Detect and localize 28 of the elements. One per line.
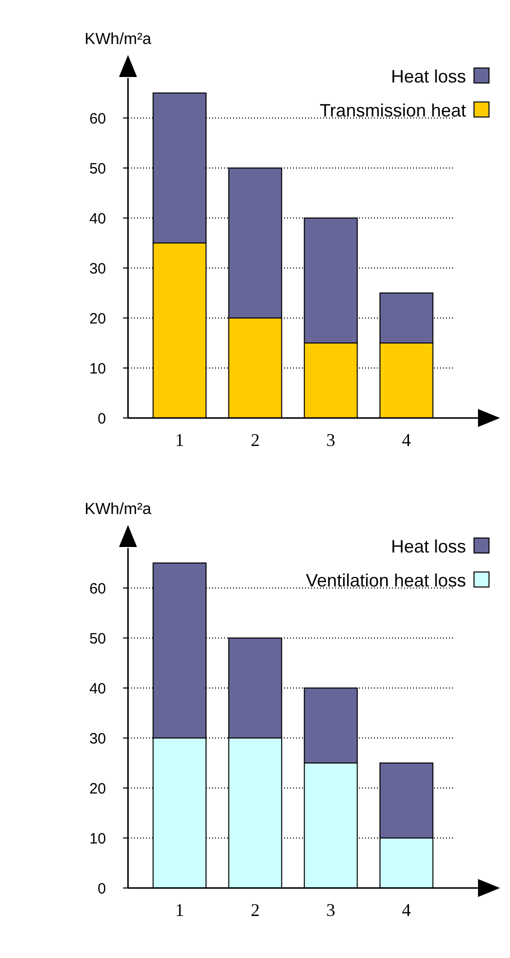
y-tick-label: 40 — [89, 680, 106, 698]
legend-label: Heat loss — [390, 536, 466, 556]
y-tick-label: 60 — [89, 110, 106, 128]
y-tick-label: 30 — [89, 730, 106, 748]
y-tick-label: 50 — [89, 630, 106, 648]
legend-label: Ventilation heat loss — [306, 570, 466, 590]
x-tick-label: 4 — [402, 900, 411, 920]
y-tick-label: 60 — [89, 580, 106, 598]
y-tick-label: 20 — [89, 780, 106, 798]
y-tick-label: 10 — [89, 360, 106, 378]
y-tick-label: 10 — [89, 830, 106, 848]
y-tick-label: 30 — [89, 260, 106, 278]
legend-label: Heat loss — [390, 66, 466, 86]
y-tick-label: 50 — [89, 160, 106, 178]
x-tick-label: 1 — [175, 900, 184, 920]
x-tick-label: 3 — [326, 430, 336, 450]
y-tick-label: 0 — [98, 880, 106, 898]
y-tick-label: 0 — [98, 410, 106, 428]
x-tick-label: 1 — [175, 430, 184, 450]
x-tick-label: 2 — [250, 430, 260, 450]
y-axis-title: KWh/m²a — [84, 501, 152, 518]
y-tick-label: 20 — [89, 310, 106, 328]
x-tick-label: 3 — [326, 900, 336, 920]
y-axis-title: KWh/m²a — [84, 31, 152, 48]
x-tick-label: 2 — [250, 900, 260, 920]
legend-label: Transmission heat — [320, 100, 466, 120]
y-tick-label: 40 — [89, 210, 106, 228]
x-tick-label: 4 — [402, 430, 411, 450]
